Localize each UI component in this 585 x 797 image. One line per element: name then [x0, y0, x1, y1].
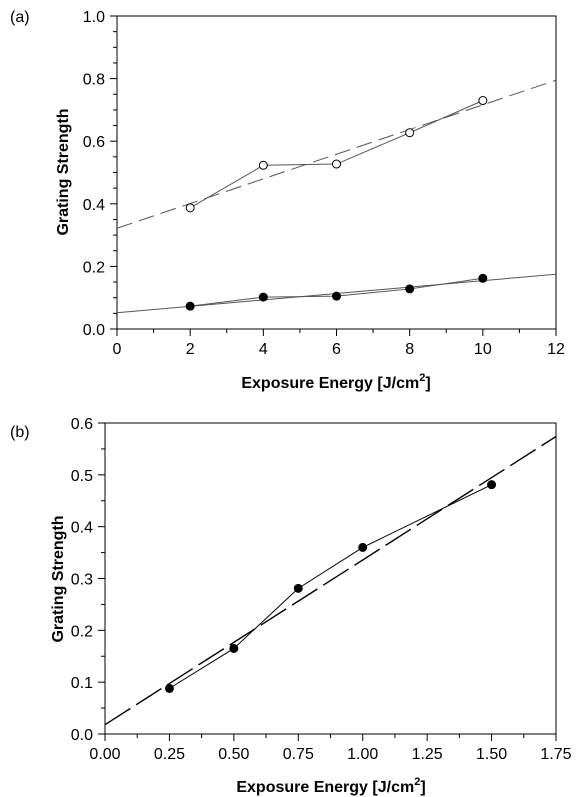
- fit-line: [104, 435, 557, 726]
- y-tick-label: 0.5: [71, 468, 93, 485]
- x-tick-label: 1.50: [476, 746, 507, 763]
- data-point: [405, 128, 415, 138]
- data-series: [185, 96, 488, 311]
- x-tick-label: 1.25: [412, 746, 443, 763]
- data-point: [332, 291, 341, 301]
- x-tick-label: 6: [332, 341, 341, 358]
- y-tick-label: 0.6: [71, 416, 93, 433]
- panel-b: (b) Exposure Energy [J/cm2] Grating Stre…: [10, 416, 572, 796]
- x-tick-label: 0.50: [218, 746, 249, 763]
- series-line: [169, 484, 492, 689]
- y-tick-label: 0.6: [83, 134, 105, 151]
- data-point: [185, 301, 195, 311]
- data-point: [478, 273, 488, 283]
- data-point: [229, 643, 239, 653]
- y-tick-label: 0.4: [71, 520, 93, 537]
- axis-ticks: 0 2 4 6 8 10 12 0.0 0.2 0.4 0.6 0.8 1.0: [83, 9, 565, 358]
- fit-lines: [116, 79, 557, 314]
- y-tick-label: 0.1: [71, 675, 93, 692]
- fit-lines: [104, 435, 557, 726]
- data-point: [332, 159, 341, 169]
- panel-a: (a) Exposure Energy [J/cm2] Grating Stre…: [10, 9, 565, 392]
- x-tick-label: 0.75: [283, 746, 314, 763]
- y-tick-label: 0.4: [83, 197, 105, 214]
- x-tick-label: 1.00: [347, 746, 378, 763]
- data-point: [487, 480, 497, 490]
- y-tick-label: 0.0: [71, 727, 93, 744]
- x-tick-label: 0.25: [154, 746, 185, 763]
- data-series: [164, 480, 497, 693]
- x-tick-label: 0: [113, 341, 122, 358]
- plot-frame: [116, 15, 557, 330]
- fit-line: [116, 79, 557, 229]
- data-point: [405, 284, 415, 294]
- y-tick-label: 0.0: [83, 322, 105, 339]
- y-tick-label: 1.0: [83, 9, 105, 26]
- y-tick-label: 0.8: [83, 72, 105, 89]
- x-axis-label: Exposure Energy [J/cm2]: [241, 372, 430, 392]
- panel-label: (a): [10, 9, 30, 26]
- x-axis-label: Exposure Energy [J/cm2]: [236, 776, 425, 796]
- data-point: [358, 542, 368, 552]
- data-point: [478, 96, 488, 106]
- x-tick-label: 12: [547, 341, 565, 358]
- y-tick-label: 0.2: [71, 623, 93, 640]
- x-tick-label: 4: [259, 341, 268, 358]
- axis-ticks: 0.00 0.25 0.50 0.75 1.00 1.25 1.50 1.75 0.0 0.1 0.…: [71, 416, 572, 763]
- x-tick-label: 8: [405, 341, 414, 358]
- data-point: [293, 583, 303, 593]
- y-axis-label: Grating Strength: [55, 108, 72, 235]
- data-point: [185, 203, 195, 213]
- x-tick-label: 2: [186, 341, 195, 358]
- data-point: [258, 160, 268, 170]
- data-point: [258, 292, 268, 302]
- x-tick-label: 10: [474, 341, 492, 358]
- x-tick-label: 0.00: [89, 746, 120, 763]
- data-point: [164, 683, 174, 693]
- panel-label: (b): [10, 424, 30, 441]
- y-tick-label: 0.2: [83, 259, 105, 276]
- y-axis-label: Grating Strength: [50, 515, 67, 642]
- x-tick-label: 1.75: [540, 746, 571, 763]
- y-tick-label: 0.3: [71, 572, 93, 589]
